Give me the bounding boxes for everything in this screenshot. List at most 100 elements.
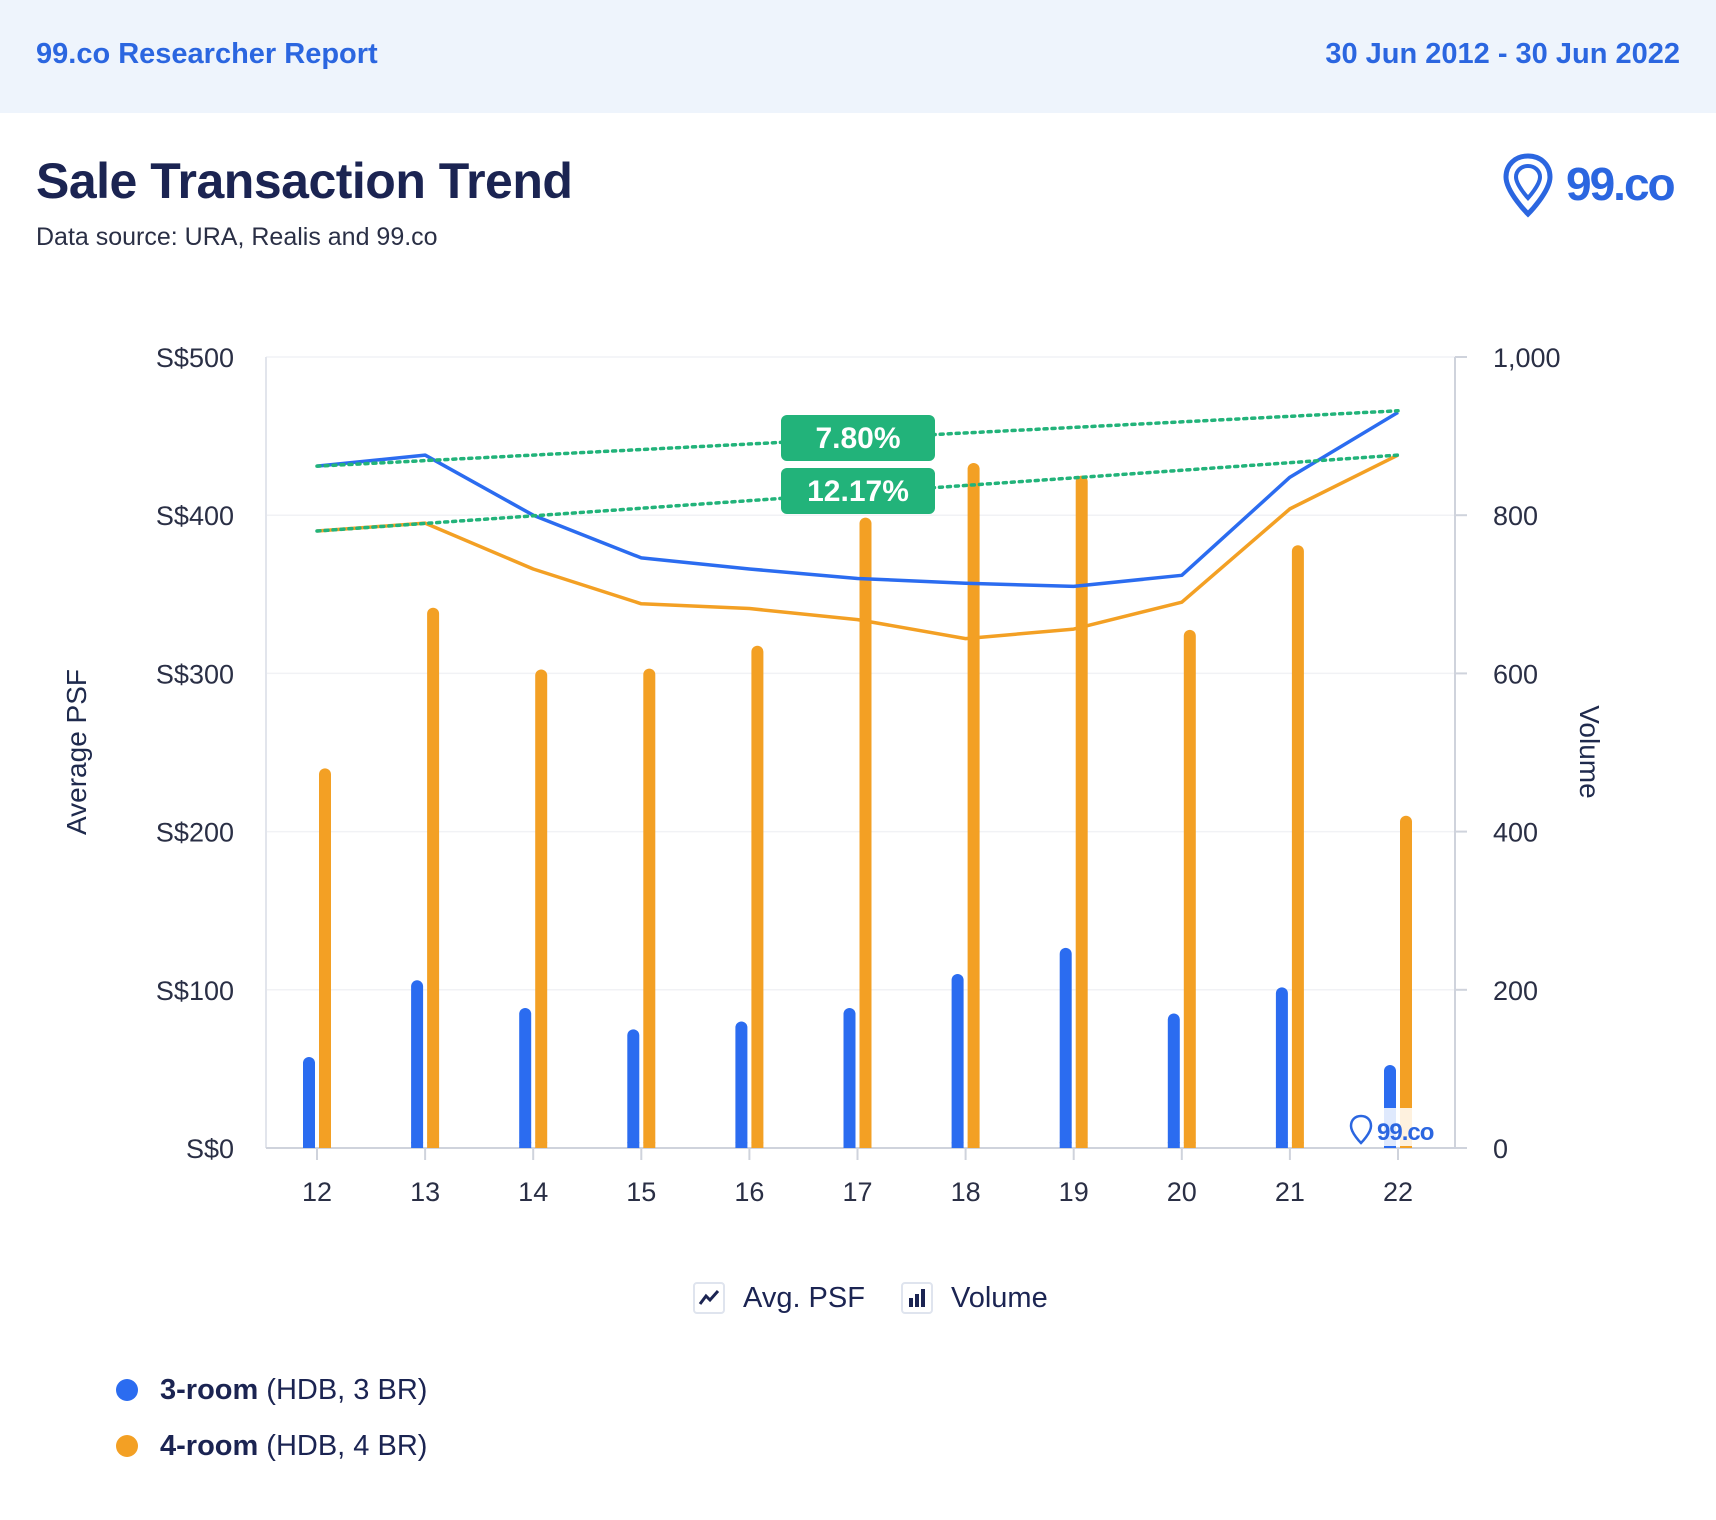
volume-bar-base <box>627 1142 640 1148</box>
volume-bar-base <box>735 1142 748 1148</box>
volume-bar-base <box>1291 1142 1304 1148</box>
location-pin-icon <box>1503 153 1553 218</box>
line-chart-icon <box>693 1282 725 1314</box>
data-source-note: Data source: URA, Realis and 99.co <box>36 223 438 251</box>
series-legend: 3-room (HDB, 3 BR) 4-room (HDB, 4 BR) <box>116 1362 427 1474</box>
volume-bar-base <box>843 1142 856 1148</box>
volume-bar <box>843 1007 856 1148</box>
volume-bar-base <box>751 1142 764 1148</box>
volume-bar-base <box>303 1142 315 1148</box>
y-left-tick-label: S$400 <box>156 501 234 531</box>
legend-avg-psf[interactable]: Avg. PSF <box>693 1282 865 1315</box>
x-tick-label: 22 <box>1383 1177 1413 1207</box>
volume-bar <box>627 1029 640 1148</box>
volume-bar <box>859 517 872 1148</box>
volume-bar-base <box>859 1142 872 1148</box>
volume-bar-base <box>643 1142 656 1148</box>
volume-bar-base <box>1059 1142 1072 1148</box>
volume-bar <box>643 668 656 1148</box>
volume-bar <box>1167 1013 1180 1148</box>
trend-badge-label: 12.17% <box>807 475 909 508</box>
x-tick-label: 13 <box>410 1177 440 1207</box>
series-legend-item: 3-room (HDB, 3 BR) <box>116 1362 427 1418</box>
series-detail: (HDB, 4 BR) <box>266 1429 428 1462</box>
y-right-tick-label: 200 <box>1493 976 1538 1006</box>
watermark-pin-icon <box>1349 1114 1373 1145</box>
volume-bar-base <box>519 1142 532 1148</box>
volume-bar-base <box>427 1142 440 1148</box>
x-tick-label: 15 <box>626 1177 656 1207</box>
trend-line <box>315 453 1400 533</box>
watermark-text: 99.co <box>1377 1119 1434 1146</box>
sale-transaction-chart: S$0 S$100 S$200 S$300 S$400 S$500 0 200 400 600 80… <box>61 343 1605 1207</box>
brand-logo: 99.co <box>1503 153 1677 218</box>
y-left-tick-label: S$300 <box>156 659 234 689</box>
volume-bar-base <box>1167 1142 1180 1148</box>
volume-bar <box>427 607 440 1148</box>
chart-type-legend: Avg. PSF Volume <box>693 1278 1084 1318</box>
volume-bar-base <box>967 1142 980 1148</box>
x-tick-label: 17 <box>842 1177 872 1207</box>
volume-bar-base <box>1275 1142 1288 1148</box>
volume-bar <box>411 980 424 1148</box>
legend-avg-psf-label: Avg. PSF <box>743 1281 865 1314</box>
volume-bar <box>1291 545 1304 1148</box>
volume-bar <box>319 768 331 1148</box>
volume-bar <box>535 669 548 1148</box>
volume-bar <box>1400 815 1412 1148</box>
y-left-tick-label: S$100 <box>156 976 234 1006</box>
volume-bar <box>1059 947 1072 1148</box>
y-right-tick-label: 400 <box>1493 818 1538 848</box>
volume-bar <box>1183 629 1196 1148</box>
volume-bar-base <box>1183 1142 1196 1148</box>
trend-line <box>315 409 1400 468</box>
date-range: 30 Jun 2012 - 30 Jun 2022 <box>1325 38 1680 70</box>
volume-bar <box>1275 987 1288 1148</box>
series-name: 4-room <box>160 1429 259 1462</box>
volume-bar <box>1075 475 1088 1148</box>
y-left-axis-title: Average PSF <box>61 669 92 835</box>
report-header-bar: 99.co Researcher Report 30 Jun 2012 - 30… <box>0 0 1716 113</box>
avg-psf-line <box>316 453 1399 641</box>
series-color-dot <box>116 1435 138 1457</box>
y-right-tick-label: 1,000 <box>1493 343 1561 373</box>
trend-badge-label: 7.80% <box>815 422 900 455</box>
series-color-dot <box>116 1379 138 1401</box>
volume-bar-base <box>411 1142 424 1148</box>
volume-bar-base <box>951 1142 964 1148</box>
chart-title: Sale Transaction Trend <box>36 153 573 209</box>
series-legend-item: 4-room (HDB, 4 BR) <box>116 1418 427 1474</box>
volume-bar <box>967 462 980 1148</box>
volume-bar-base <box>535 1142 548 1148</box>
x-tick-label: 18 <box>951 1177 981 1207</box>
x-tick-label: 14 <box>518 1177 548 1207</box>
x-tick-label: 20 <box>1167 1177 1197 1207</box>
y-left-tick-label: S$0 <box>186 1134 234 1164</box>
x-tick-label: 21 <box>1275 1177 1305 1207</box>
volume-bar <box>951 973 964 1148</box>
legend-volume-label: Volume <box>950 1281 1048 1314</box>
x-tick-label: 12 <box>302 1177 332 1207</box>
y-left-tick-label: S$200 <box>156 818 234 848</box>
volume-bar <box>751 645 764 1148</box>
series-detail: (HDB, 3 BR) <box>266 1373 428 1406</box>
x-tick-label: 19 <box>1059 1177 1089 1207</box>
volume-bar <box>735 1021 748 1148</box>
y-right-axis-title: Volume <box>1574 705 1605 798</box>
trend-badge <box>781 468 935 514</box>
x-tick-label: 16 <box>734 1177 764 1207</box>
trend-badge <box>781 415 935 461</box>
y-right-tick-label: 0 <box>1493 1134 1508 1164</box>
volume-bar-base <box>1075 1142 1088 1148</box>
volume-bar <box>303 1057 315 1148</box>
brand-logo-text: 99.co <box>1566 158 1675 210</box>
bar-chart-icon <box>900 1282 933 1314</box>
y-right-tick-label: 600 <box>1493 659 1538 689</box>
legend-volume[interactable]: Volume <box>900 1281 1048 1315</box>
report-title: 99.co Researcher Report <box>36 38 378 70</box>
volume-bar <box>519 1007 532 1148</box>
series-name: 3-room <box>160 1373 259 1406</box>
volume-bar-base <box>319 1142 331 1148</box>
y-right-tick-label: 800 <box>1493 501 1538 531</box>
avg-psf-line <box>316 410 1399 589</box>
